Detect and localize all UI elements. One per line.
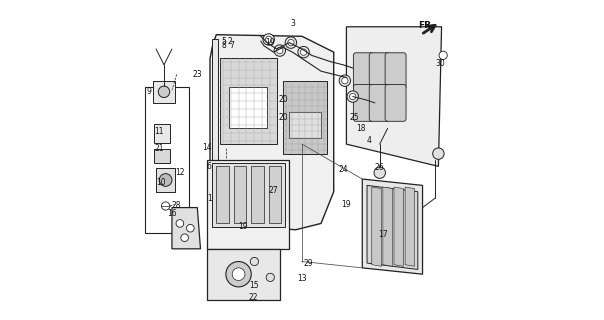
Text: 20: 20 <box>278 95 288 104</box>
Text: FR.: FR. <box>418 21 435 30</box>
Polygon shape <box>251 166 264 223</box>
Polygon shape <box>362 179 423 274</box>
Text: 17: 17 <box>378 230 388 239</box>
Text: 4: 4 <box>366 136 371 146</box>
Text: 29: 29 <box>304 259 313 268</box>
Text: 14: 14 <box>202 143 211 152</box>
Text: 16: 16 <box>167 209 177 219</box>
Circle shape <box>300 49 307 55</box>
FancyBboxPatch shape <box>369 84 390 121</box>
Text: 2: 2 <box>227 36 232 45</box>
Circle shape <box>339 75 350 86</box>
Circle shape <box>159 174 172 186</box>
Circle shape <box>277 47 283 54</box>
Polygon shape <box>269 166 281 223</box>
Polygon shape <box>234 166 246 223</box>
Text: 6: 6 <box>207 162 211 171</box>
Circle shape <box>176 220 184 227</box>
Polygon shape <box>153 81 175 103</box>
Text: 7: 7 <box>229 41 234 50</box>
Text: 30: 30 <box>435 59 445 68</box>
Circle shape <box>342 77 348 84</box>
Text: 12: 12 <box>175 168 185 177</box>
Circle shape <box>274 45 286 56</box>
Text: 25: 25 <box>350 113 359 122</box>
Text: 24: 24 <box>338 165 348 174</box>
Polygon shape <box>156 168 175 192</box>
Text: 9: 9 <box>146 87 152 96</box>
Text: 20: 20 <box>278 113 288 122</box>
Polygon shape <box>283 81 327 154</box>
Circle shape <box>298 46 309 58</box>
Circle shape <box>374 167 385 178</box>
Circle shape <box>266 36 272 43</box>
Circle shape <box>432 148 444 159</box>
Polygon shape <box>372 187 381 266</box>
Polygon shape <box>383 187 393 266</box>
FancyBboxPatch shape <box>369 53 390 90</box>
FancyBboxPatch shape <box>385 53 406 90</box>
Text: 19: 19 <box>239 222 248 231</box>
Text: 18: 18 <box>356 124 365 133</box>
Polygon shape <box>207 160 289 249</box>
Polygon shape <box>394 187 403 266</box>
Polygon shape <box>219 59 277 144</box>
Polygon shape <box>289 112 321 138</box>
Polygon shape <box>216 166 229 223</box>
Text: 27: 27 <box>269 186 278 195</box>
Text: 22: 22 <box>248 293 257 302</box>
Circle shape <box>285 37 297 48</box>
Text: 1: 1 <box>207 194 211 203</box>
Polygon shape <box>229 87 267 128</box>
Circle shape <box>187 224 194 232</box>
Polygon shape <box>211 39 218 208</box>
Polygon shape <box>405 187 414 266</box>
Text: 3: 3 <box>290 19 295 28</box>
Circle shape <box>232 268 245 281</box>
Polygon shape <box>210 35 334 230</box>
Polygon shape <box>211 163 284 227</box>
Text: 8: 8 <box>222 41 226 50</box>
Circle shape <box>350 93 356 100</box>
Circle shape <box>439 51 448 60</box>
Circle shape <box>266 273 274 282</box>
FancyBboxPatch shape <box>353 53 374 90</box>
Polygon shape <box>367 185 418 269</box>
Circle shape <box>158 86 170 98</box>
Polygon shape <box>154 124 170 142</box>
FancyBboxPatch shape <box>353 84 374 121</box>
Circle shape <box>161 202 170 210</box>
Text: 5: 5 <box>222 36 226 45</box>
Text: 15: 15 <box>249 281 259 290</box>
Text: 28: 28 <box>172 202 181 211</box>
Text: 13: 13 <box>297 275 307 284</box>
Polygon shape <box>154 149 170 163</box>
Polygon shape <box>207 249 280 300</box>
Polygon shape <box>172 208 201 249</box>
FancyBboxPatch shape <box>385 84 406 121</box>
Text: 23: 23 <box>193 70 202 79</box>
Text: 26: 26 <box>375 164 385 172</box>
Circle shape <box>181 234 188 242</box>
Text: 21: 21 <box>155 144 164 153</box>
Text: 11: 11 <box>155 127 164 136</box>
Circle shape <box>226 261 251 287</box>
Polygon shape <box>347 27 442 166</box>
Text: 10: 10 <box>156 178 165 187</box>
Circle shape <box>263 34 274 45</box>
Text: 19: 19 <box>266 38 275 47</box>
Circle shape <box>288 39 294 46</box>
Circle shape <box>250 257 259 266</box>
Circle shape <box>347 91 358 102</box>
Text: 19: 19 <box>342 200 351 209</box>
